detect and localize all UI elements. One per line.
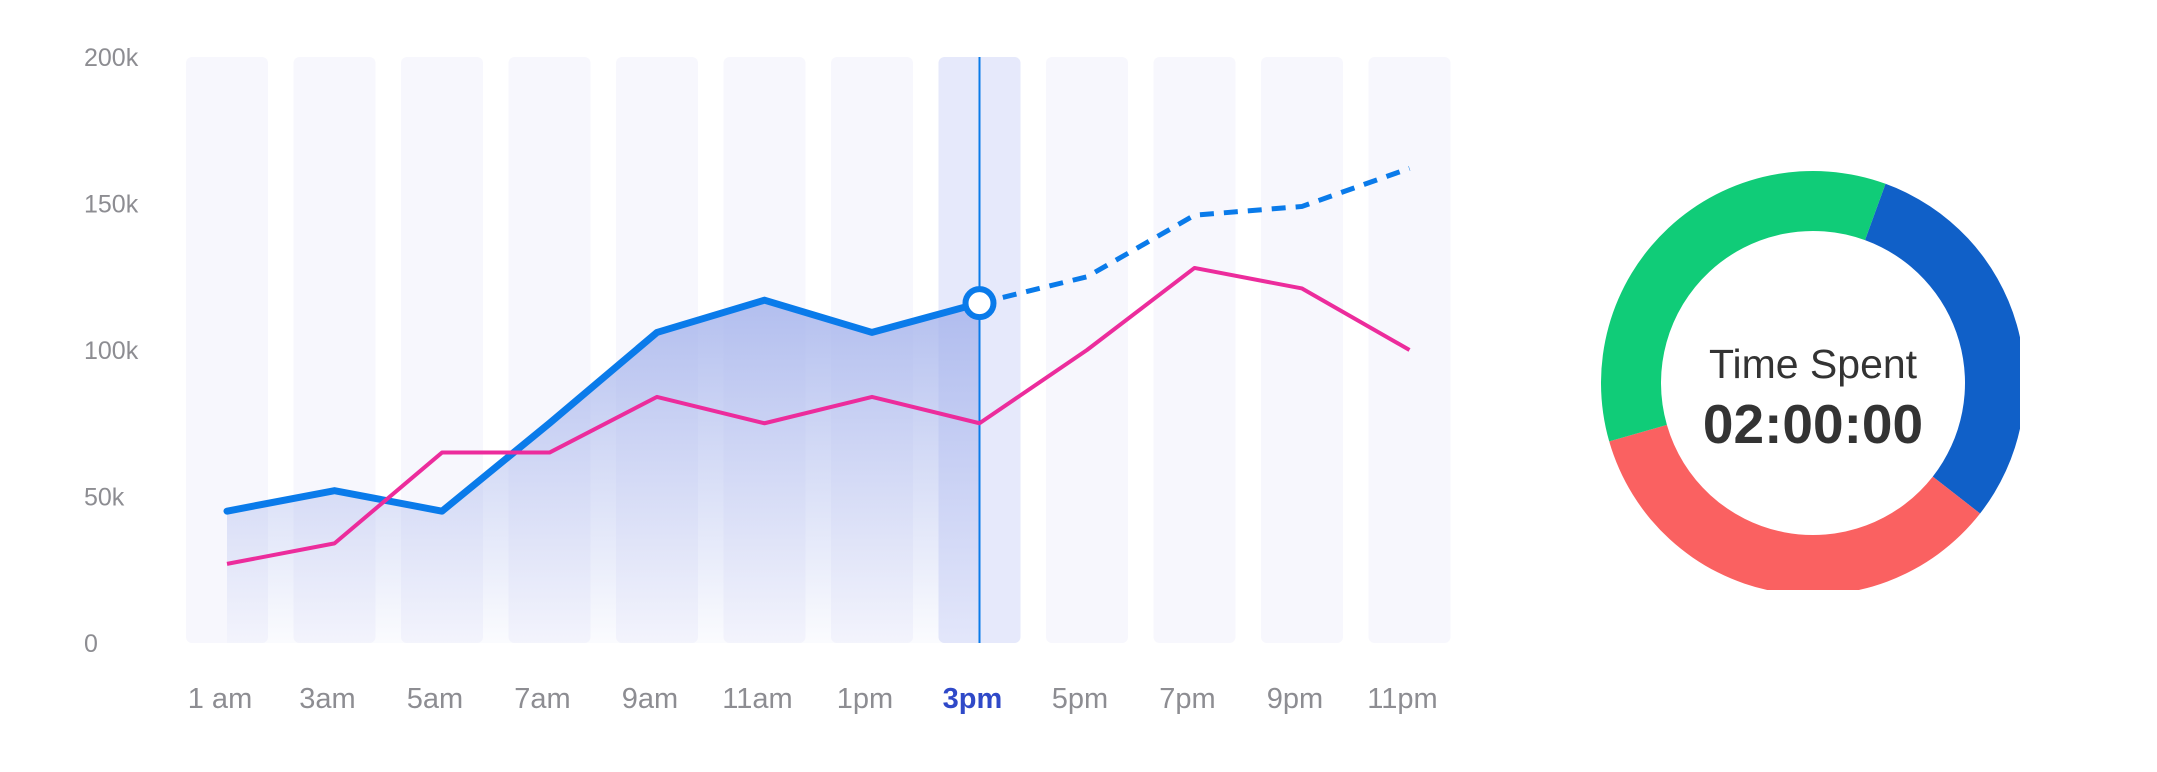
donut-slice — [1601, 170, 1886, 442]
y-tick-label: 150k — [84, 191, 139, 219]
y-tick-label: 50k — [84, 484, 125, 512]
donut-slice — [1864, 183, 2020, 514]
donut-slice — [1609, 424, 1981, 590]
x-tick-label[interactable]: 9am — [622, 683, 678, 715]
x-tick-label[interactable]: 11pm — [1367, 683, 1437, 715]
column-band — [1153, 57, 1236, 643]
x-tick-label[interactable]: 7pm — [1159, 683, 1215, 715]
x-tick-label[interactable]: 11am — [722, 683, 792, 715]
donut-label: Time Spent — [1709, 341, 1918, 387]
column-band — [1261, 57, 1343, 643]
column-band — [186, 57, 268, 643]
series-line-projected — [978, 165, 1411, 306]
x-tick-label[interactable]: 5am — [407, 683, 463, 715]
donut-value: 02:00:00 — [1703, 393, 1923, 455]
x-tick-label[interactable]: 7am — [514, 683, 570, 715]
series-line — [226, 265, 1411, 566]
line-chart: 0 50k 100k 150k 200k 1 am 3am 5am 7am 9am 11am 1pm… — [84, 44, 1438, 715]
y-tick-label: 100k — [84, 337, 139, 365]
series-area — [227, 300, 980, 643]
y-tick-label: 200k — [84, 44, 139, 72]
x-tick-label[interactable]: 9pm — [1267, 683, 1323, 715]
y-tick-label: 0 — [84, 630, 98, 658]
x-tick-label-active[interactable]: 3pm — [943, 683, 1003, 715]
x-tick-label[interactable]: 5pm — [1052, 683, 1108, 715]
donut-chart: Time Spent 02:00:00 — [1601, 170, 2020, 590]
x-tick-label[interactable]: 1pm — [837, 683, 893, 715]
series-line-solid — [223, 296, 983, 515]
x-tick-label[interactable]: 1 am — [188, 683, 252, 715]
x-tick-label[interactable]: 3am — [299, 683, 355, 715]
highlight-point-marker[interactable] — [962, 286, 997, 321]
